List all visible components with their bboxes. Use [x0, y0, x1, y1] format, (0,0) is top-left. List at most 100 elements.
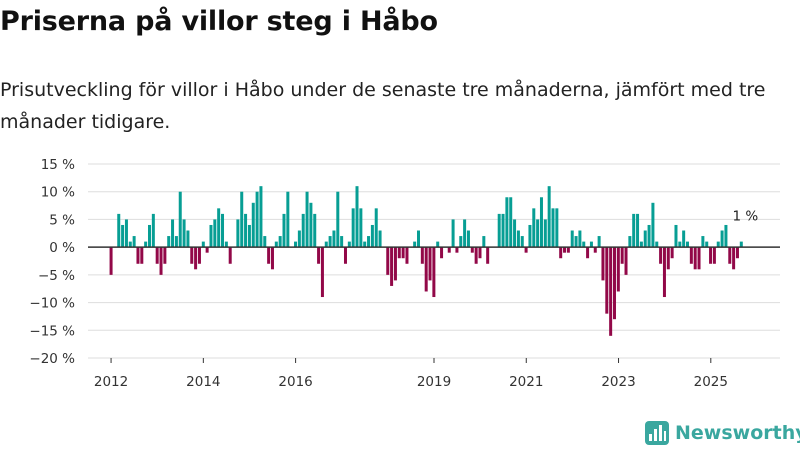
- bar: [374, 208, 378, 248]
- x-tick-label: 2012: [94, 374, 128, 390]
- bar: [505, 197, 509, 248]
- x-axis: 2012 2014 2016 2019 2021 2023 2025: [94, 358, 728, 390]
- bar: [612, 247, 616, 320]
- bar: [367, 236, 371, 248]
- bar: [155, 247, 159, 264]
- bar: [140, 247, 144, 264]
- bar: [605, 247, 609, 314]
- bar: [178, 191, 182, 248]
- bar: [682, 230, 686, 248]
- bar: [417, 230, 420, 248]
- bar: [171, 219, 175, 248]
- bar: [732, 247, 736, 270]
- bar: [666, 247, 670, 270]
- x-tick-label: 2019: [417, 374, 451, 390]
- bar: [705, 241, 709, 248]
- bar: [236, 219, 240, 248]
- bar: [163, 247, 167, 264]
- bar: [724, 224, 728, 248]
- bar: [593, 247, 597, 253]
- bar: [397, 247, 401, 259]
- bar: [616, 247, 620, 292]
- bar: [317, 247, 321, 264]
- bar: [267, 247, 271, 264]
- bar: [132, 236, 136, 248]
- bar: [651, 202, 655, 248]
- bar: [205, 247, 209, 253]
- bar: [582, 241, 586, 248]
- x-tick-label: 2023: [601, 374, 635, 390]
- last-value-annotation: 1 %: [733, 209, 759, 225]
- bar: [320, 247, 324, 298]
- bar: [405, 247, 409, 264]
- bar: [282, 213, 286, 248]
- bar: [501, 213, 505, 248]
- bar: [324, 241, 328, 248]
- bar: [174, 236, 178, 248]
- bar: [305, 191, 309, 248]
- bar: [578, 230, 582, 248]
- y-tick-label: 0 %: [49, 240, 75, 256]
- bar: [244, 213, 248, 248]
- bar: [686, 241, 689, 248]
- bar: [359, 208, 363, 248]
- bar: [182, 219, 186, 248]
- bar: [259, 186, 263, 248]
- bar: [378, 230, 382, 248]
- bar: [309, 202, 313, 248]
- bar: [697, 247, 701, 270]
- y-tick-label: −10 %: [29, 296, 75, 312]
- bar: [639, 241, 643, 248]
- bar: [194, 247, 198, 270]
- bar: [363, 241, 367, 248]
- bar: [447, 247, 451, 253]
- bar: [109, 247, 113, 275]
- bar: [117, 213, 121, 248]
- bar: [224, 241, 228, 248]
- bar: [524, 247, 528, 253]
- bar: [636, 213, 640, 248]
- bar: [151, 213, 155, 248]
- bar: [370, 224, 374, 248]
- bar: [659, 247, 663, 264]
- bar: [274, 241, 278, 248]
- bar: [543, 219, 547, 248]
- bar: [159, 247, 163, 275]
- bar: [455, 247, 459, 253]
- bar: [693, 247, 697, 270]
- bar: [424, 247, 428, 292]
- bar: [528, 224, 532, 248]
- bar: [647, 224, 651, 248]
- bar: [313, 213, 317, 248]
- y-axis-labels: 15 % 10 % 5 % 0 % −5 % −10 % −15 % −20 %: [29, 157, 75, 367]
- bar: [355, 186, 359, 248]
- bar: [432, 247, 436, 298]
- bar: [516, 230, 520, 248]
- bar: [566, 247, 570, 253]
- bar: [167, 236, 171, 248]
- bar: [513, 219, 517, 248]
- bar: [197, 247, 201, 264]
- bar: [436, 241, 440, 248]
- bar: [670, 247, 674, 259]
- bar: [347, 241, 351, 248]
- chart-subtitle: Prisutveckling för villor i Håbo under d…: [0, 79, 766, 133]
- bar: [655, 241, 659, 248]
- bar: [263, 236, 267, 248]
- bar: [186, 230, 190, 248]
- bar: [701, 236, 705, 248]
- bar: [190, 247, 194, 264]
- bar: [474, 247, 478, 264]
- bar: [301, 213, 305, 248]
- bar: [486, 247, 490, 264]
- bar: [451, 219, 455, 248]
- bar: [532, 208, 536, 248]
- bar: [574, 236, 578, 248]
- bar: [589, 241, 593, 248]
- y-tick-label: 5 %: [49, 212, 75, 228]
- y-tick-label: 15 %: [41, 157, 75, 173]
- bar: [386, 247, 390, 275]
- bar: [620, 247, 624, 264]
- bar: [351, 208, 355, 248]
- bar: [209, 224, 213, 248]
